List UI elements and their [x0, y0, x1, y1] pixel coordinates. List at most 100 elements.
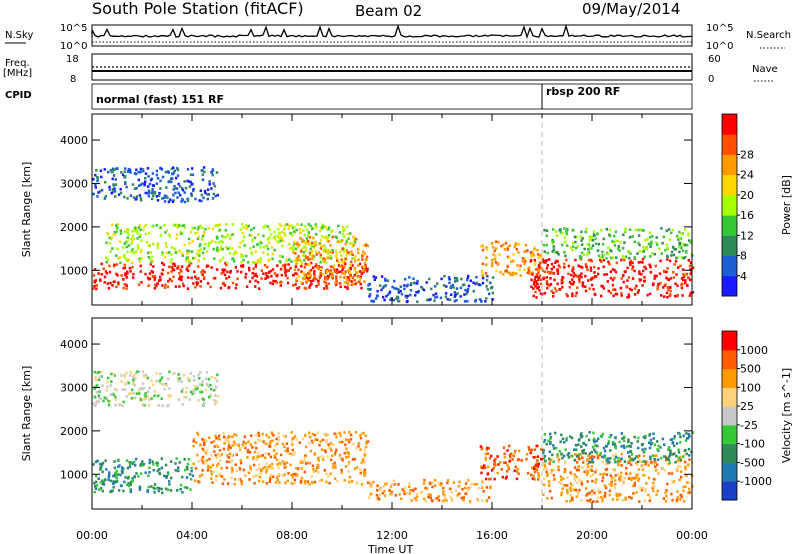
velocity-cell [181, 491, 184, 494]
velocity-cell [588, 500, 592, 503]
power-cell [139, 270, 142, 273]
power-cell [589, 266, 593, 270]
power-cell [506, 248, 509, 251]
power-cell [172, 188, 175, 191]
power-colorbar-swatch [722, 154, 737, 176]
power-cell [532, 294, 535, 298]
power-cell [125, 259, 129, 262]
power-cell [327, 234, 331, 237]
power-cell [341, 268, 344, 271]
velocity-cell [289, 481, 293, 485]
power-cell [191, 167, 194, 170]
power-cell [270, 246, 274, 249]
velocity-cell [648, 441, 651, 444]
power-cell [234, 266, 238, 269]
power-cell [365, 269, 369, 273]
velocity-cell [547, 439, 550, 443]
velocity-cell [559, 475, 563, 478]
power-cell [267, 271, 271, 274]
power-cell [93, 285, 96, 288]
power-cell [126, 231, 129, 234]
velocity-cell [220, 466, 223, 470]
power-cell [344, 242, 347, 246]
power-cell [211, 239, 214, 243]
velocity-cell [249, 465, 252, 468]
power-cell [545, 279, 549, 283]
velocity-cell [427, 495, 430, 499]
power-cell [642, 229, 645, 232]
power-cell [215, 268, 219, 271]
velocity-cell [246, 450, 250, 454]
velocity-cell [477, 486, 481, 490]
velocity-cell [641, 448, 644, 451]
power-cell [538, 265, 541, 269]
velocity-cell [283, 460, 286, 464]
velocity-cell [632, 484, 635, 488]
power-cell [545, 234, 548, 238]
power-cell [235, 251, 238, 255]
power-cell [118, 240, 122, 244]
velocity-cell [198, 377, 201, 380]
velocity-cell [176, 469, 180, 472]
velocity-cell [361, 458, 365, 461]
power-cell [282, 264, 285, 267]
velocity-cell [585, 434, 588, 438]
power-cell [552, 245, 555, 248]
velocity-cell [240, 480, 243, 483]
power-cell [364, 243, 368, 247]
velocity-cell [525, 453, 529, 456]
power-cell [579, 265, 582, 268]
power-cell [292, 284, 295, 287]
velocity-cell [186, 462, 190, 466]
power-cell [315, 225, 318, 229]
velocity-cell [531, 477, 534, 480]
velocity-cell [569, 499, 572, 503]
power-cell [351, 245, 355, 248]
velocity-cell [284, 449, 287, 452]
velocity-cell [257, 438, 260, 441]
velocity-cell [95, 391, 99, 394]
velocity-cell [218, 472, 222, 476]
power-cell [634, 228, 638, 232]
velocity-cell [466, 479, 469, 483]
velocity-cell [577, 455, 580, 458]
power-cell [262, 272, 265, 275]
velocity-cell [413, 497, 417, 500]
power-cell [96, 176, 99, 180]
power-cell [127, 244, 130, 247]
velocity-cell [197, 433, 200, 436]
power-cell [345, 253, 348, 257]
velocity-cell [151, 383, 155, 387]
power-cell [196, 237, 200, 241]
power-cell [521, 259, 524, 263]
velocity-cell [335, 448, 338, 452]
power-cell [151, 271, 155, 274]
power-cell [183, 191, 186, 194]
velocity-cell [630, 496, 633, 500]
velocity-colorbar-tick-label: 500 [740, 363, 761, 376]
velocity-cell [132, 378, 135, 382]
velocity-cell [323, 469, 326, 472]
velocity-cell [643, 499, 647, 502]
velocity-cell [325, 480, 328, 484]
power-cell [593, 265, 596, 269]
velocity-cell [667, 472, 671, 475]
power-cell [304, 249, 308, 252]
power-cell [313, 244, 316, 248]
power-cell [111, 188, 115, 191]
velocity-cell [320, 448, 324, 451]
power-cell [180, 265, 184, 268]
power-cell [346, 282, 350, 285]
velocity-cell [137, 370, 141, 373]
velocity-cell [421, 490, 424, 494]
velocity-cell [597, 496, 600, 499]
freq-label: Freq. [5, 58, 30, 69]
power-y-tick-label: 4000 [60, 134, 88, 147]
power-cell [668, 286, 672, 289]
velocity-cell [93, 370, 97, 374]
power-cell [153, 275, 156, 278]
velocity-cell [652, 489, 655, 493]
power-cell [155, 195, 159, 198]
power-cell [574, 294, 577, 297]
velocity-cell [97, 477, 100, 480]
